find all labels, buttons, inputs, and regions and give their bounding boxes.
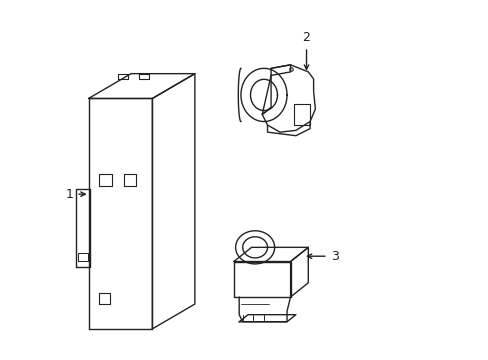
Text: 2: 2	[302, 31, 310, 44]
Text: 1: 1	[66, 188, 74, 201]
Text: 3: 3	[331, 250, 339, 263]
